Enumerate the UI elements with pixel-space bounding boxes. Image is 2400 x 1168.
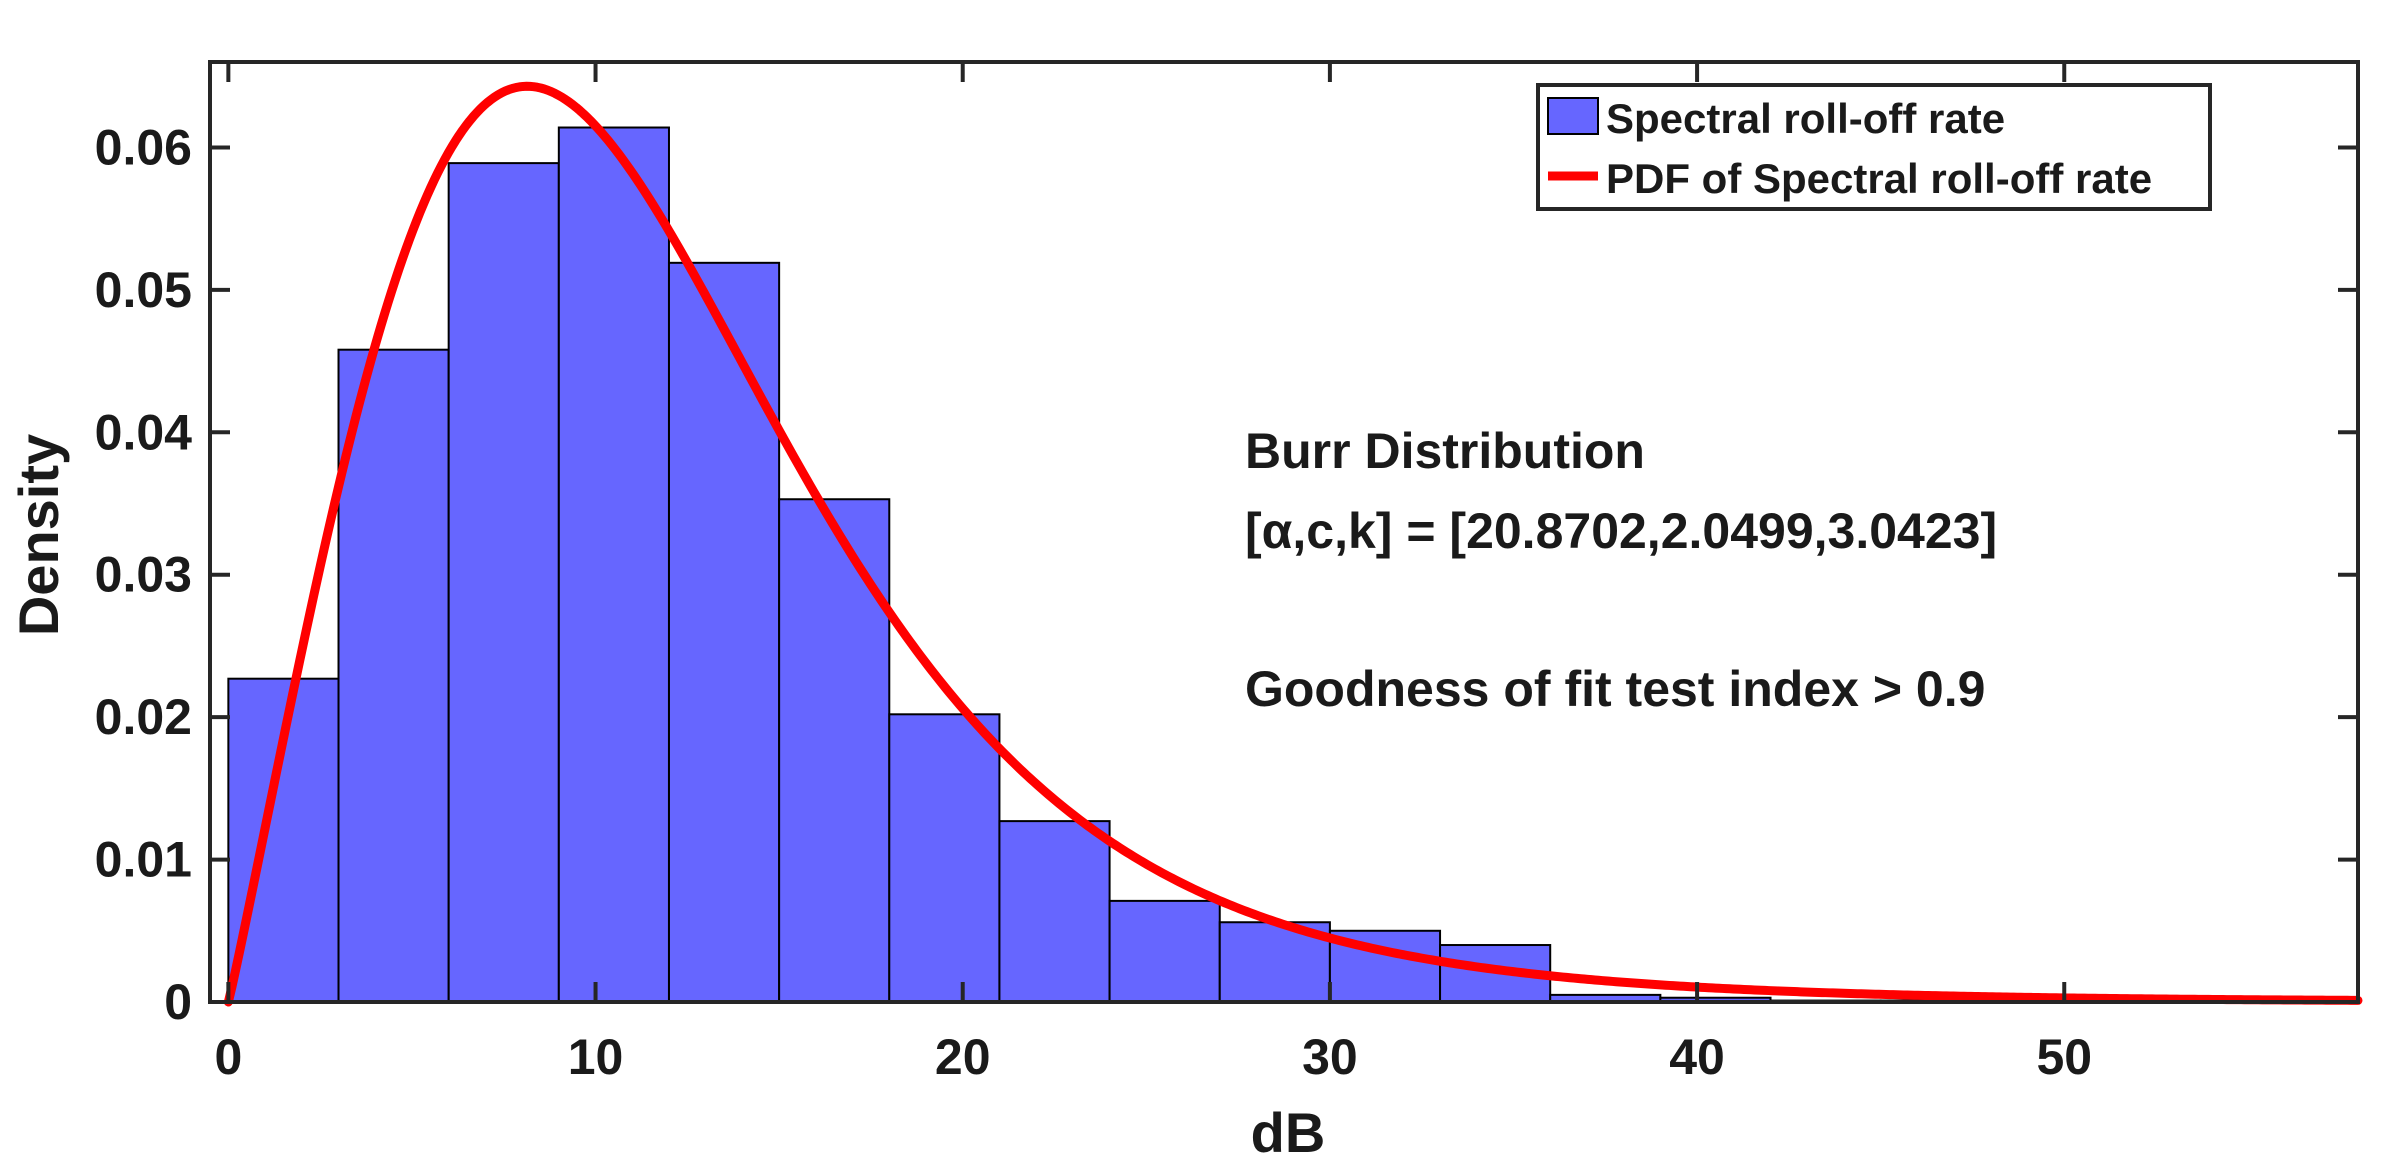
histogram-bar [778, 498, 891, 1003]
histogram-bars [227, 126, 2323, 1004]
y-tick-label: 0.05 [95, 262, 192, 318]
histogram-bar [998, 820, 1111, 1003]
histogram-bar [1108, 899, 1221, 1003]
y-tick-label: 0.06 [95, 119, 192, 175]
annotation-gof: Goodness of fit test index > 0.9 [1245, 661, 1985, 717]
y-tick-label: 0.03 [95, 547, 192, 603]
y-tick-label: 0.02 [95, 689, 192, 745]
annotation-distribution: Burr Distribution [1245, 423, 1645, 479]
x-tick-label: 10 [568, 1029, 624, 1085]
histogram-bar [667, 261, 781, 1003]
x-tick-label: 0 [214, 1029, 242, 1085]
axis-ticks [210, 62, 2358, 1004]
annotation-params: [α,c,k] = [20.8702,2.0499,3.0423] [1245, 503, 1997, 559]
y-tick-label: 0.01 [95, 832, 192, 888]
legend-swatch-bar [1547, 97, 1599, 135]
legend-label-pdf: PDF of Spectral roll-off rate [1606, 155, 2152, 202]
y-tick-label: 0 [164, 974, 192, 1030]
x-tick-label: 40 [1669, 1029, 1725, 1085]
y-axis-title: Density [7, 434, 70, 636]
x-tick-label: 20 [935, 1029, 991, 1085]
pdf-curve [223, 81, 2363, 1007]
legend: Spectral roll-off rate PDF of Spectral r… [1536, 83, 2212, 211]
y-tick-label: 0.04 [95, 404, 193, 460]
histogram-bar [337, 348, 450, 1003]
legend-label-histogram: Spectral roll-off rate [1606, 95, 2005, 142]
histogram-bar [557, 126, 670, 1004]
histogram-bar [888, 713, 1001, 1003]
legend-box [1536, 83, 2212, 211]
plot-frame [208, 60, 2360, 1004]
x-axis-title: dB [1251, 1101, 1326, 1164]
tick-labels: 0 10 20 30 40 50 0 0.01 0.02 0.03 0.04 0.05 0.06 [95, 119, 2092, 1085]
histogram-bar [447, 162, 560, 1003]
x-tick-label: 50 [2036, 1029, 2092, 1085]
x-tick-label: 30 [1302, 1029, 1358, 1085]
annotation-block: Burr Distribution [α,c,k] = [20.8702,2.0… [1245, 423, 1997, 717]
